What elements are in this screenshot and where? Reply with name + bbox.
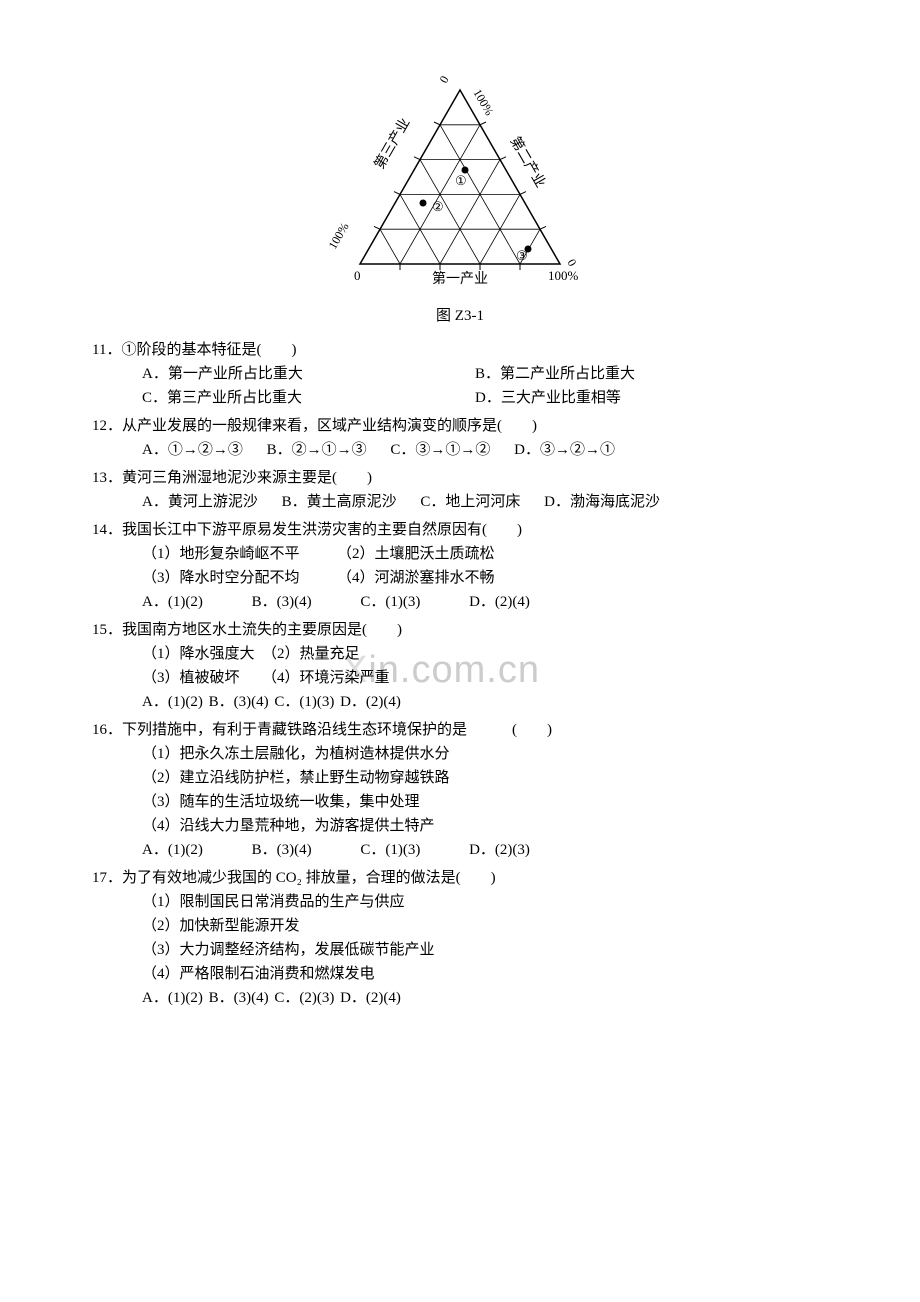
q17-sub3: （3）大力调整经济结构，发展低碳节能产业: [92, 938, 828, 962]
q14-sub1: （1）地形复杂崎岖不平: [142, 546, 300, 562]
ternary-svg: ① ② ③ 0 100% 100% 0 100% 0 第三产业 第二产业 第一产…: [320, 70, 600, 300]
q14-sub2: （2）土壤肥沃土质疏松: [345, 546, 495, 562]
q13-opt-a: A．黄河上游泥沙: [142, 490, 258, 514]
q15-opt-b: B．(3)(4): [209, 690, 269, 714]
tick-0-bottom-left: 0: [354, 268, 361, 283]
q14-sub4: （4）河湖淤塞排水不畅: [345, 570, 495, 586]
q12-opt-c: C．③→①→②: [390, 438, 490, 462]
q14-stem: 14．我国长江中下游平原易发生洪涝灾害的主要自然原因有( ): [92, 518, 828, 542]
q16-sub2: （2）建立沿线防护栏，禁止野生动物穿越铁路: [92, 766, 828, 790]
q16-sub4: （4）沿线大力垦荒种地，为游客提供土特产: [92, 814, 828, 838]
q11-opt-a: A．第一产业所占比重大: [142, 362, 471, 386]
q17-opt-c: C．(2)(3): [274, 986, 334, 1010]
tick-100-left: 100%: [325, 220, 351, 251]
q11-opt-c: C．第三产业所占比重大: [142, 386, 471, 410]
q16-sub3: （3）随车的生活垃圾统一收集，集中处理: [92, 790, 828, 814]
question-12: 12．从产业发展的一般规律来看，区域产业结构演变的顺序是( ) A．①→②→③ …: [92, 414, 828, 462]
tick-0-right: 0: [564, 257, 579, 269]
q12-opt-d: D．③→②→①: [514, 438, 615, 462]
q12-stem: 12．从产业发展的一般规律来看，区域产业结构演变的顺序是( ): [92, 414, 828, 438]
q14-opt-c: C．(1)(3): [360, 590, 420, 614]
q14-opt-d: D．(2)(4): [469, 590, 530, 614]
q14-opt-a: A．(1)(2): [142, 590, 203, 614]
question-13: 13．黄河三角洲湿地泥沙来源主要是( ) A．黄河上游泥沙 B．黄土高原泥沙 C…: [92, 466, 828, 514]
question-15: 15．我国南方地区水土流失的主要原因是( ) （1）降水强度大 （2）热量充足 …: [92, 618, 828, 714]
ternary-diagram-figure: ① ② ③ 0 100% 100% 0 100% 0 第三产业 第二产业 第一产…: [92, 70, 828, 328]
q16-stem: 16．下列措施中，有利于青藏铁路沿线生态环境保护的是 ( ): [92, 718, 828, 742]
q12-opt-b: B．②→①→③: [267, 438, 367, 462]
q15-opt-d: D．(2)(4): [340, 690, 401, 714]
q16-opt-b: B．(3)(4): [252, 838, 312, 862]
question-16: 16．下列措施中，有利于青藏铁路沿线生态环境保护的是 ( ) （1）把永久冻土层…: [92, 718, 828, 862]
q15-sub4: （4）环境污染严重: [270, 670, 390, 686]
q17-opt-b: B．(3)(4): [209, 986, 269, 1010]
q13-opt-b: B．黄土高原泥沙: [282, 490, 397, 514]
q17-sub2: （2）加快新型能源开发: [92, 914, 828, 938]
q17-stem: 17．为了有效地减少我国的 CO₂ 排放量，合理的做法是( ): [92, 866, 828, 890]
question-14: 14．我国长江中下游平原易发生洪涝灾害的主要自然原因有( ) （1）地形复杂崎岖…: [92, 518, 828, 614]
q15-opt-c: C．(1)(3): [274, 690, 334, 714]
q16-opt-d: D．(2)(3): [469, 838, 530, 862]
marker-2-label: ②: [432, 199, 444, 214]
q12-opt-a: A．①→②→③: [142, 438, 243, 462]
q16-opt-c: C．(1)(3): [360, 838, 420, 862]
q15-sub2: （2）热量充足: [270, 646, 360, 662]
q15-sub1: （1）降水强度大: [142, 646, 255, 662]
tick-0-top-left: 0: [436, 73, 451, 85]
q13-stem: 13．黄河三角洲湿地泥沙来源主要是( ): [92, 466, 828, 490]
q11-opt-b: B．第二产业所占比重大: [475, 362, 804, 386]
question-11: 11．①阶段的基本特征是( ) A．第一产业所占比重大 B．第二产业所占比重大 …: [92, 338, 828, 410]
q15-stem: 15．我国南方地区水土流失的主要原因是( ): [92, 618, 828, 642]
q11-opt-d: D．三大产业比重相等: [475, 386, 804, 410]
axis-left-label: 第三产业: [371, 115, 414, 172]
q13-opt-d: D．渤海海底泥沙: [544, 490, 660, 514]
q16-sub1: （1）把永久冻土层融化，为植树造林提供水分: [92, 742, 828, 766]
q13-opt-c: C．地上河河床: [420, 490, 520, 514]
figure-caption: 图 Z3-1: [92, 304, 828, 328]
marker-1-label: ①: [455, 173, 467, 188]
tick-100-top-right: 100%: [470, 87, 496, 118]
axis-bottom-label: 第一产业: [432, 270, 488, 287]
question-17: 17．为了有效地减少我国的 CO₂ 排放量，合理的做法是( ) （1）限制国民日…: [92, 866, 828, 1010]
q15-opt-a: A．(1)(2): [142, 690, 203, 714]
marker-3-label: ③: [516, 248, 528, 263]
q14-sub3: （3）降水时空分配不均: [142, 570, 300, 586]
q17-opt-a: A．(1)(2): [142, 986, 203, 1010]
q17-opt-d: D．(2)(4): [340, 986, 401, 1010]
q14-opt-b: B．(3)(4): [252, 590, 312, 614]
q15-sub3: （3）植被破坏: [142, 670, 240, 686]
tick-100-bottom-right: 100%: [548, 268, 579, 283]
q17-sub1: （1）限制国民日常消费品的生产与供应: [92, 890, 828, 914]
q17-sub4: （4）严格限制石油消费和燃煤发电: [92, 962, 828, 986]
q11-stem: 11．①阶段的基本特征是( ): [92, 338, 828, 362]
q16-opt-a: A．(1)(2): [142, 838, 203, 862]
